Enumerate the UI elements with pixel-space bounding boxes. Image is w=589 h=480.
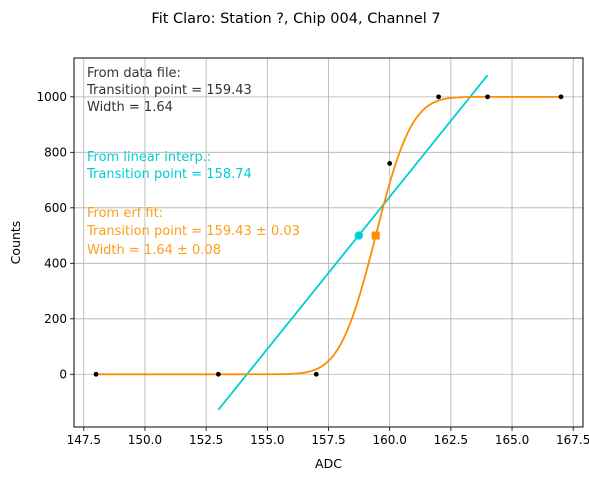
annotation-erf: From erf fit: Transition point = 159.43 … <box>86 206 300 258</box>
data-point <box>93 371 99 377</box>
x-axis-label: ADC <box>315 456 342 471</box>
y-axis-label: Counts <box>8 221 23 265</box>
y-tick-label: 200 <box>44 312 67 326</box>
x-tick-label: 157.5 <box>311 433 345 447</box>
x-tick-label: 165.0 <box>495 433 529 447</box>
y-tick-label: 600 <box>44 201 67 215</box>
annotation-erf-line1: From erf fit: <box>87 206 163 221</box>
annotation-linear: From linear interp.: Transition point = … <box>86 150 252 182</box>
axis-ticks: 147.5 150.0 152.5 155.0 157.5 160.0 162.5 165.0… <box>36 90 589 447</box>
chart-title: Fit Claro: Station ?, Chip 004, Channel … <box>151 11 440 27</box>
x-tick-label: 167.5 <box>556 433 589 447</box>
x-tick-label: 155.0 <box>250 433 284 447</box>
data-point <box>436 94 442 100</box>
data-point <box>558 94 564 100</box>
x-tick-label: 152.5 <box>189 433 223 447</box>
annotation-data-file: From data file: Transition point = 159.4… <box>86 66 252 115</box>
annotation-linear-line2: Transition point = 158.74 <box>86 167 252 182</box>
erf-transition-marker <box>371 231 380 240</box>
annotation-erf-line2: Transition point = 159.43 ± 0.03 <box>86 224 300 239</box>
x-tick-label: 150.0 <box>128 433 162 447</box>
grid <box>74 58 583 427</box>
annotation-data-file-line2: Transition point = 159.43 <box>86 83 252 98</box>
annotation-data-file-line1: From data file: <box>87 66 181 81</box>
y-tick-label: 400 <box>44 256 67 270</box>
x-tick-label: 147.5 <box>67 433 101 447</box>
plot-area <box>93 74 564 411</box>
annotation-linear-line1: From linear interp.: <box>87 150 211 165</box>
annotation-data-file-line3: Width = 1.64 <box>87 100 173 115</box>
x-tick-label: 162.5 <box>434 433 468 447</box>
x-tick-label: 160.0 <box>372 433 406 447</box>
linear-transition-marker <box>354 231 364 240</box>
data-point <box>485 94 490 100</box>
data-point <box>313 371 319 377</box>
y-tick-label: 800 <box>44 145 67 159</box>
linear-interp-line <box>217 74 489 411</box>
y-tick-label: 0 <box>59 367 67 381</box>
data-point <box>387 161 393 166</box>
annotation-erf-line3: Width = 1.64 ± 0.08 <box>87 243 221 258</box>
data-point <box>215 371 221 377</box>
erf-fit-curve <box>96 95 561 376</box>
y-tick-label: 1000 <box>36 90 67 104</box>
